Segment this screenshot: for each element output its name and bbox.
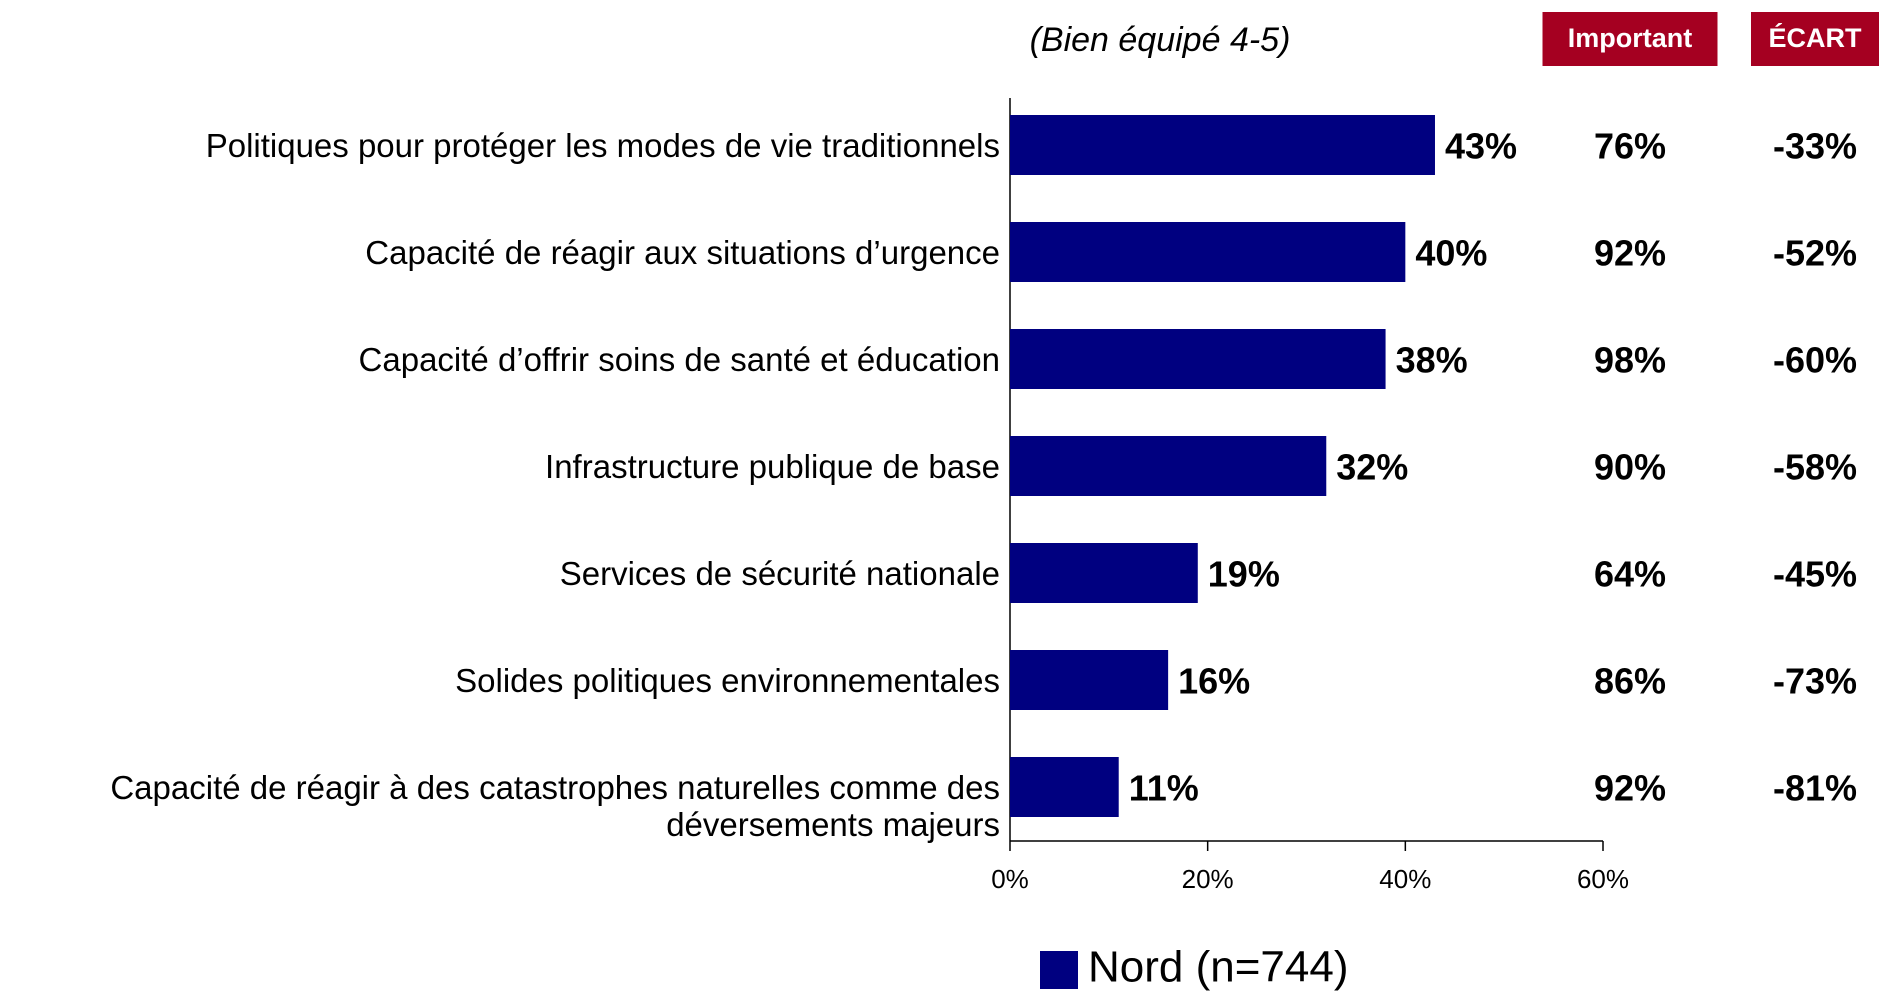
y-tick-label: Capacité de réagir aux situations d’urge… — [365, 233, 1000, 271]
x-tick-label: 20% — [1182, 864, 1234, 894]
column-value: 98% — [1594, 340, 1666, 381]
y-tick-label: Capacité de réagir à des catastrophes na… — [110, 768, 1000, 843]
bar — [1010, 115, 1435, 175]
column-value: -33% — [1773, 126, 1857, 167]
x-tick-label: 60% — [1577, 864, 1629, 894]
x-tick-label: 0% — [991, 864, 1029, 894]
bar — [1010, 650, 1169, 710]
bar-value-label: 38% — [1396, 340, 1468, 381]
bar-value-label: 43% — [1445, 126, 1517, 167]
bar-value-label: 16% — [1178, 661, 1250, 702]
bar — [1010, 329, 1386, 389]
column-header-box — [1542, 12, 1718, 66]
column-value: 76% — [1594, 126, 1666, 167]
chart-subtitle: (Bien équipé 4-5) — [1030, 21, 1291, 59]
column-value: 86% — [1594, 661, 1666, 702]
column-value: -81% — [1773, 768, 1857, 809]
bar — [1010, 436, 1327, 496]
column-header: ÉCART — [1769, 22, 1863, 53]
column-value: 92% — [1594, 233, 1666, 274]
bar — [1010, 222, 1406, 282]
column-value: 64% — [1594, 554, 1666, 595]
bar-value-label: 19% — [1208, 554, 1280, 595]
x-tick-label: 40% — [1379, 864, 1431, 894]
legend-label: Nord (n=744) — [1088, 943, 1348, 992]
y-tick-label: Solides politiques environnementales — [455, 661, 1000, 699]
legend-swatch — [1040, 951, 1078, 989]
bar — [1010, 757, 1119, 817]
column-value: 92% — [1594, 768, 1666, 809]
column-value: -60% — [1773, 340, 1857, 381]
column-value: 90% — [1594, 447, 1666, 488]
column-value: -73% — [1773, 661, 1857, 702]
column-header-box — [1751, 12, 1879, 66]
y-tick-label: Services de sécurité nationale — [559, 554, 1000, 592]
column-value: -45% — [1773, 554, 1857, 595]
column-header: Important — [1568, 23, 1693, 53]
y-tick-label: Politiques pour protéger les modes de vi… — [205, 126, 1000, 164]
bar-value-label: 40% — [1415, 233, 1487, 274]
y-tick-label: Infrastructure publique de base — [545, 447, 1000, 485]
column-value: -52% — [1773, 233, 1857, 274]
bar-value-label: 11% — [1129, 768, 1199, 809]
bar-value-label: 32% — [1336, 447, 1408, 488]
column-value: -58% — [1773, 447, 1857, 488]
bar — [1010, 543, 1198, 603]
y-tick-label: Capacité d’offrir soins de santé et éduc… — [358, 340, 1000, 378]
